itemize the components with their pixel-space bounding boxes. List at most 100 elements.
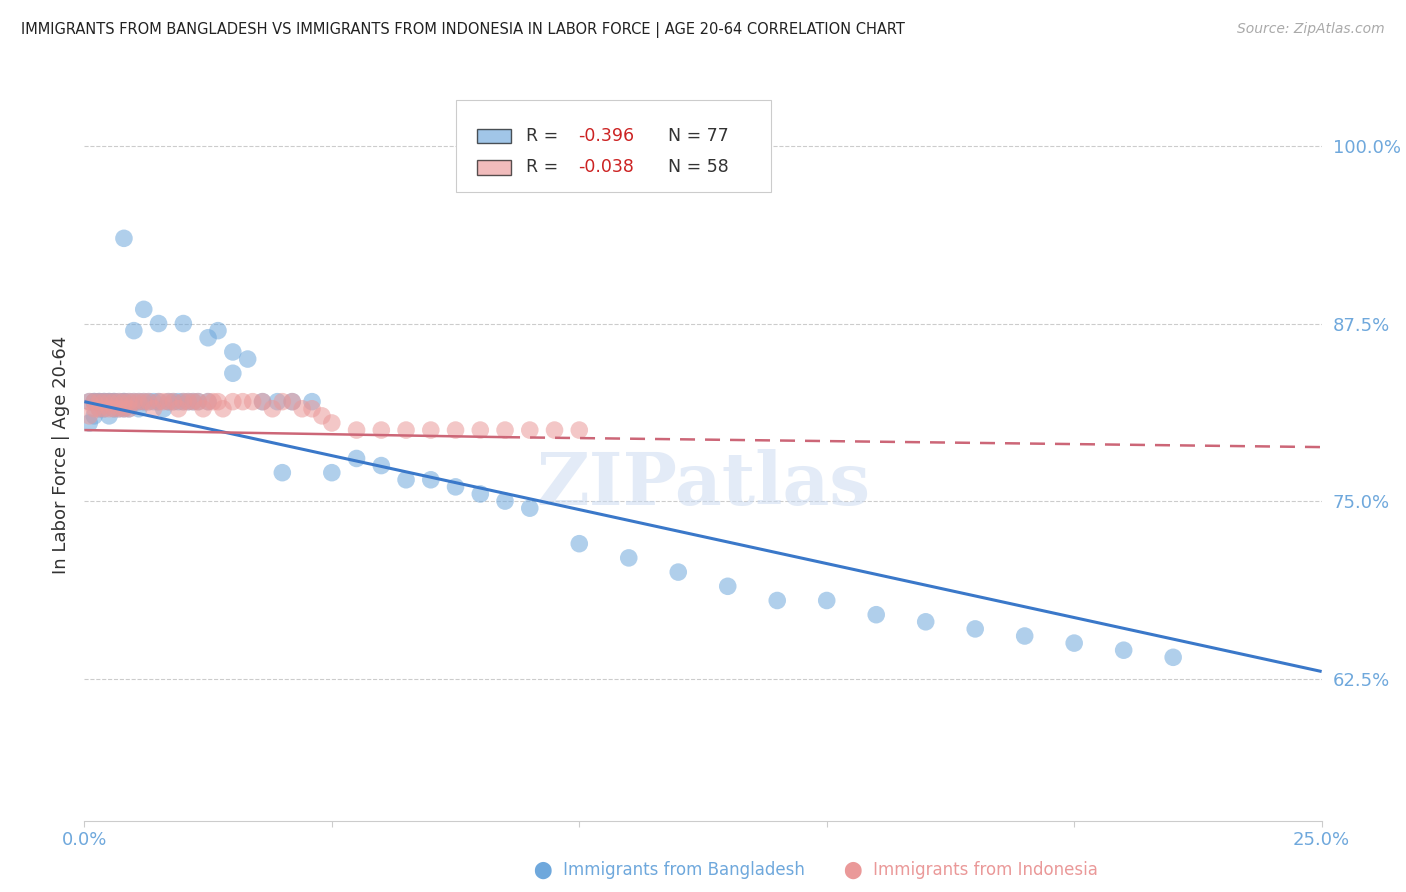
Point (252, 394, 274, 409)
Point (89, 401, 111, 416)
Point (132, 302, 155, 317)
Point (112, 401, 135, 416)
Point (177, 394, 200, 409)
Text: ⬤  Immigrants from Indonesia: ⬤ Immigrants from Indonesia (844, 861, 1098, 879)
Point (311, 409, 333, 423)
Point (112, 394, 135, 409)
Point (301, 401, 323, 416)
Point (519, 423, 541, 437)
Point (252, 394, 274, 409)
Point (236, 352, 259, 367)
FancyBboxPatch shape (477, 128, 512, 144)
Point (93, 394, 115, 409)
Point (262, 401, 284, 416)
Text: N = 77: N = 77 (668, 127, 730, 145)
FancyBboxPatch shape (456, 100, 770, 192)
Point (138, 394, 160, 409)
Point (93, 401, 115, 416)
Text: N = 58: N = 58 (668, 159, 730, 177)
Point (181, 394, 204, 409)
Point (172, 394, 194, 409)
Point (89, 394, 111, 409)
Point (212, 401, 235, 416)
Point (98, 394, 121, 409)
Point (172, 317, 194, 331)
Point (148, 394, 170, 409)
Text: Source: ZipAtlas.com: Source: ZipAtlas.com (1237, 22, 1385, 37)
Point (89, 394, 111, 409)
Point (187, 394, 209, 409)
Point (666, 565, 689, 579)
Point (470, 423, 492, 437)
Point (118, 394, 141, 409)
Point (172, 394, 194, 409)
Point (346, 423, 368, 437)
Point (108, 401, 131, 416)
FancyBboxPatch shape (477, 161, 512, 175)
Text: -0.396: -0.396 (578, 127, 634, 145)
Point (128, 394, 150, 409)
Point (494, 423, 516, 437)
Point (1063, 636, 1085, 650)
Point (1112, 643, 1135, 657)
Point (93, 401, 115, 416)
Point (568, 537, 591, 551)
Point (83, 401, 105, 416)
Point (470, 487, 492, 501)
Point (103, 394, 125, 409)
Point (83, 394, 105, 409)
Point (112, 394, 135, 409)
Point (108, 394, 131, 409)
Point (112, 401, 135, 416)
Point (444, 423, 467, 437)
Point (148, 394, 170, 409)
Text: R =: R = (526, 159, 564, 177)
Point (103, 401, 125, 416)
Point (815, 593, 838, 607)
Text: ⬤  Immigrants from Bangladesh: ⬤ Immigrants from Bangladesh (534, 861, 806, 879)
Point (122, 324, 145, 338)
Point (152, 401, 174, 416)
Point (419, 423, 441, 437)
Point (128, 394, 150, 409)
Point (187, 394, 209, 409)
Point (717, 579, 740, 593)
Point (301, 394, 323, 409)
Point (177, 394, 200, 409)
Point (271, 466, 294, 480)
Point (142, 401, 165, 416)
Point (965, 622, 987, 636)
Point (197, 394, 219, 409)
Point (207, 394, 229, 409)
Point (118, 401, 141, 416)
Point (321, 416, 343, 430)
Point (103, 394, 125, 409)
Point (93, 394, 115, 409)
Point (202, 394, 225, 409)
Point (122, 394, 145, 409)
Point (519, 501, 541, 516)
Point (83, 394, 105, 409)
Point (108, 394, 131, 409)
Point (79, 409, 101, 423)
Point (419, 473, 441, 487)
Point (222, 366, 245, 380)
Point (118, 394, 141, 409)
Point (118, 401, 141, 416)
Point (232, 394, 254, 409)
Text: R =: R = (526, 127, 564, 145)
Point (191, 401, 214, 416)
Y-axis label: In Labor Force | Age 20-64: In Labor Force | Age 20-64 (52, 335, 70, 574)
Point (103, 401, 125, 416)
Point (395, 473, 418, 487)
Point (766, 593, 789, 607)
Point (266, 394, 288, 409)
Point (132, 394, 155, 409)
Point (89, 401, 111, 416)
Point (207, 324, 229, 338)
Point (271, 394, 294, 409)
Point (291, 401, 314, 416)
Point (197, 394, 219, 409)
Point (914, 615, 936, 629)
Point (865, 607, 887, 622)
